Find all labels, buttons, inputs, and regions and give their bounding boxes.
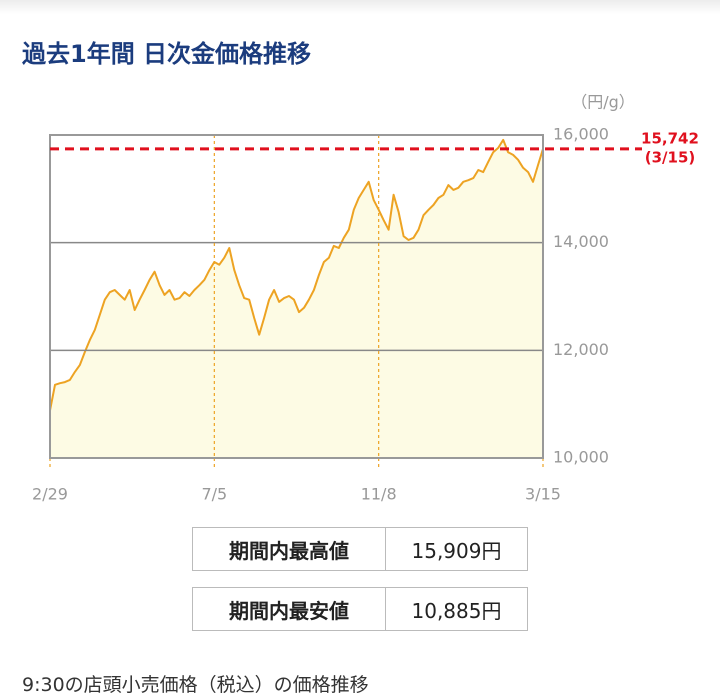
x-tick-label: 11/8 [361,485,397,504]
x-tick-label: 3/15 [525,485,561,504]
line [49,138,544,411]
stats-row: 期間内最安値 10,885円 [192,587,528,631]
reference-label: 15,742 [641,129,699,147]
footnote: 9:30の店頭小売価格（税込）の価格推移 [22,674,369,696]
stat-label: 期間内最安値 [192,587,386,631]
stats-row: 期間内最高値 15,909円 [192,527,528,571]
stat-value: 15,909円 [386,527,528,571]
chart-title: 過去1年間 日次金価格推移 [22,40,312,68]
stats-table: 期間内最高値 15,909円 期間内最安値 10,885円 [192,511,528,647]
y-tick-label: 10,000 [553,448,609,467]
area [50,139,543,458]
y-tick-label: 12,000 [553,340,609,359]
chart: （円/g） 10,000 12,000 14,000 16,000 2/29 7/5 11/… [32,93,699,504]
x-tick-label: 7/5 [201,485,227,504]
y-tick-label: 16,000 [553,125,609,144]
y-unit-label: （円/g） [571,93,635,112]
reference-date: (3/15) [645,148,696,166]
plot-frame [49,134,544,459]
stat-value: 10,885円 [386,587,528,631]
stat-label: 期間内最高値 [192,527,386,571]
x-tick-label: 2/29 [32,485,68,504]
top-shade [0,0,720,14]
y-tick-label: 14,000 [553,232,609,251]
